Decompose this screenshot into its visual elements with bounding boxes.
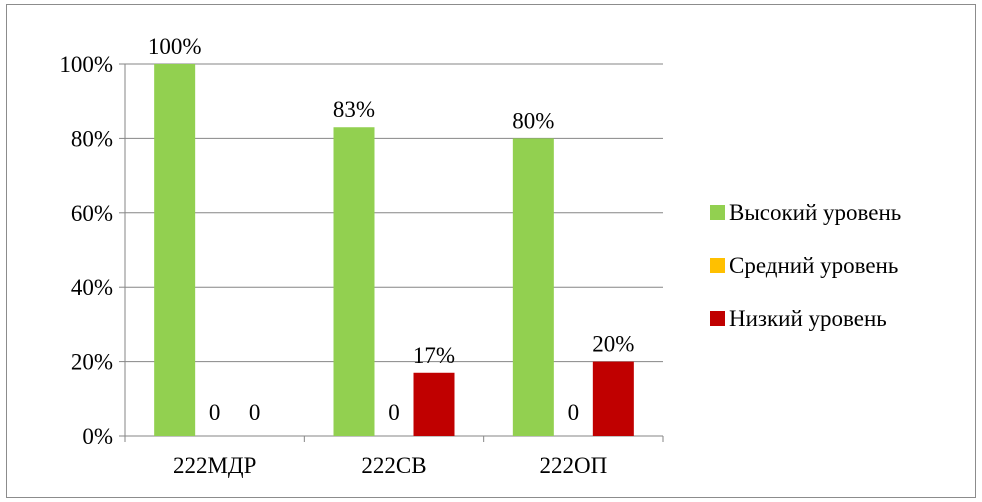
data-label: 0 (568, 400, 580, 425)
y-tick-label: 80% (71, 126, 113, 151)
bar (413, 372, 455, 436)
y-tick-label: 0% (82, 424, 113, 449)
axes (119, 63, 664, 442)
legend-swatch (710, 205, 725, 220)
bar (154, 64, 196, 436)
legend-swatch (710, 258, 725, 273)
legend-label: Высокий уровень (729, 200, 901, 225)
legend-label: Низкий уровень (729, 306, 887, 331)
data-label: 100% (148, 34, 202, 59)
y-tick-label: 40% (71, 275, 113, 300)
x-tick-label: 222ОП (539, 453, 607, 478)
y-tick-label: 20% (71, 350, 113, 375)
data-label: 0 (249, 400, 261, 425)
bar (333, 127, 375, 437)
legend: Высокий уровень Средний уровень Низкий уро… (710, 200, 901, 331)
legend-swatch (710, 311, 725, 326)
labels: 0% 20% 40% 60% 80% 100% 100% 0 0 222МДР 83% 0 17% 222… (59, 34, 634, 478)
y-tick-label: 60% (71, 201, 113, 226)
x-tick-label: 222СВ (361, 453, 426, 478)
data-label: 0 (209, 400, 221, 425)
data-label: 20% (592, 332, 634, 357)
legend-label: Средний уровень (729, 253, 898, 278)
x-tick-label: 222МДР (173, 453, 256, 478)
data-label: 83% (333, 97, 375, 122)
gridlines (125, 63, 663, 363)
bars (154, 64, 634, 437)
data-label: 80% (512, 108, 554, 133)
y-tick-label: 100% (59, 52, 113, 77)
data-label: 0 (388, 400, 400, 425)
data-label: 17% (413, 343, 455, 368)
bar (512, 138, 554, 436)
bar (592, 361, 634, 436)
